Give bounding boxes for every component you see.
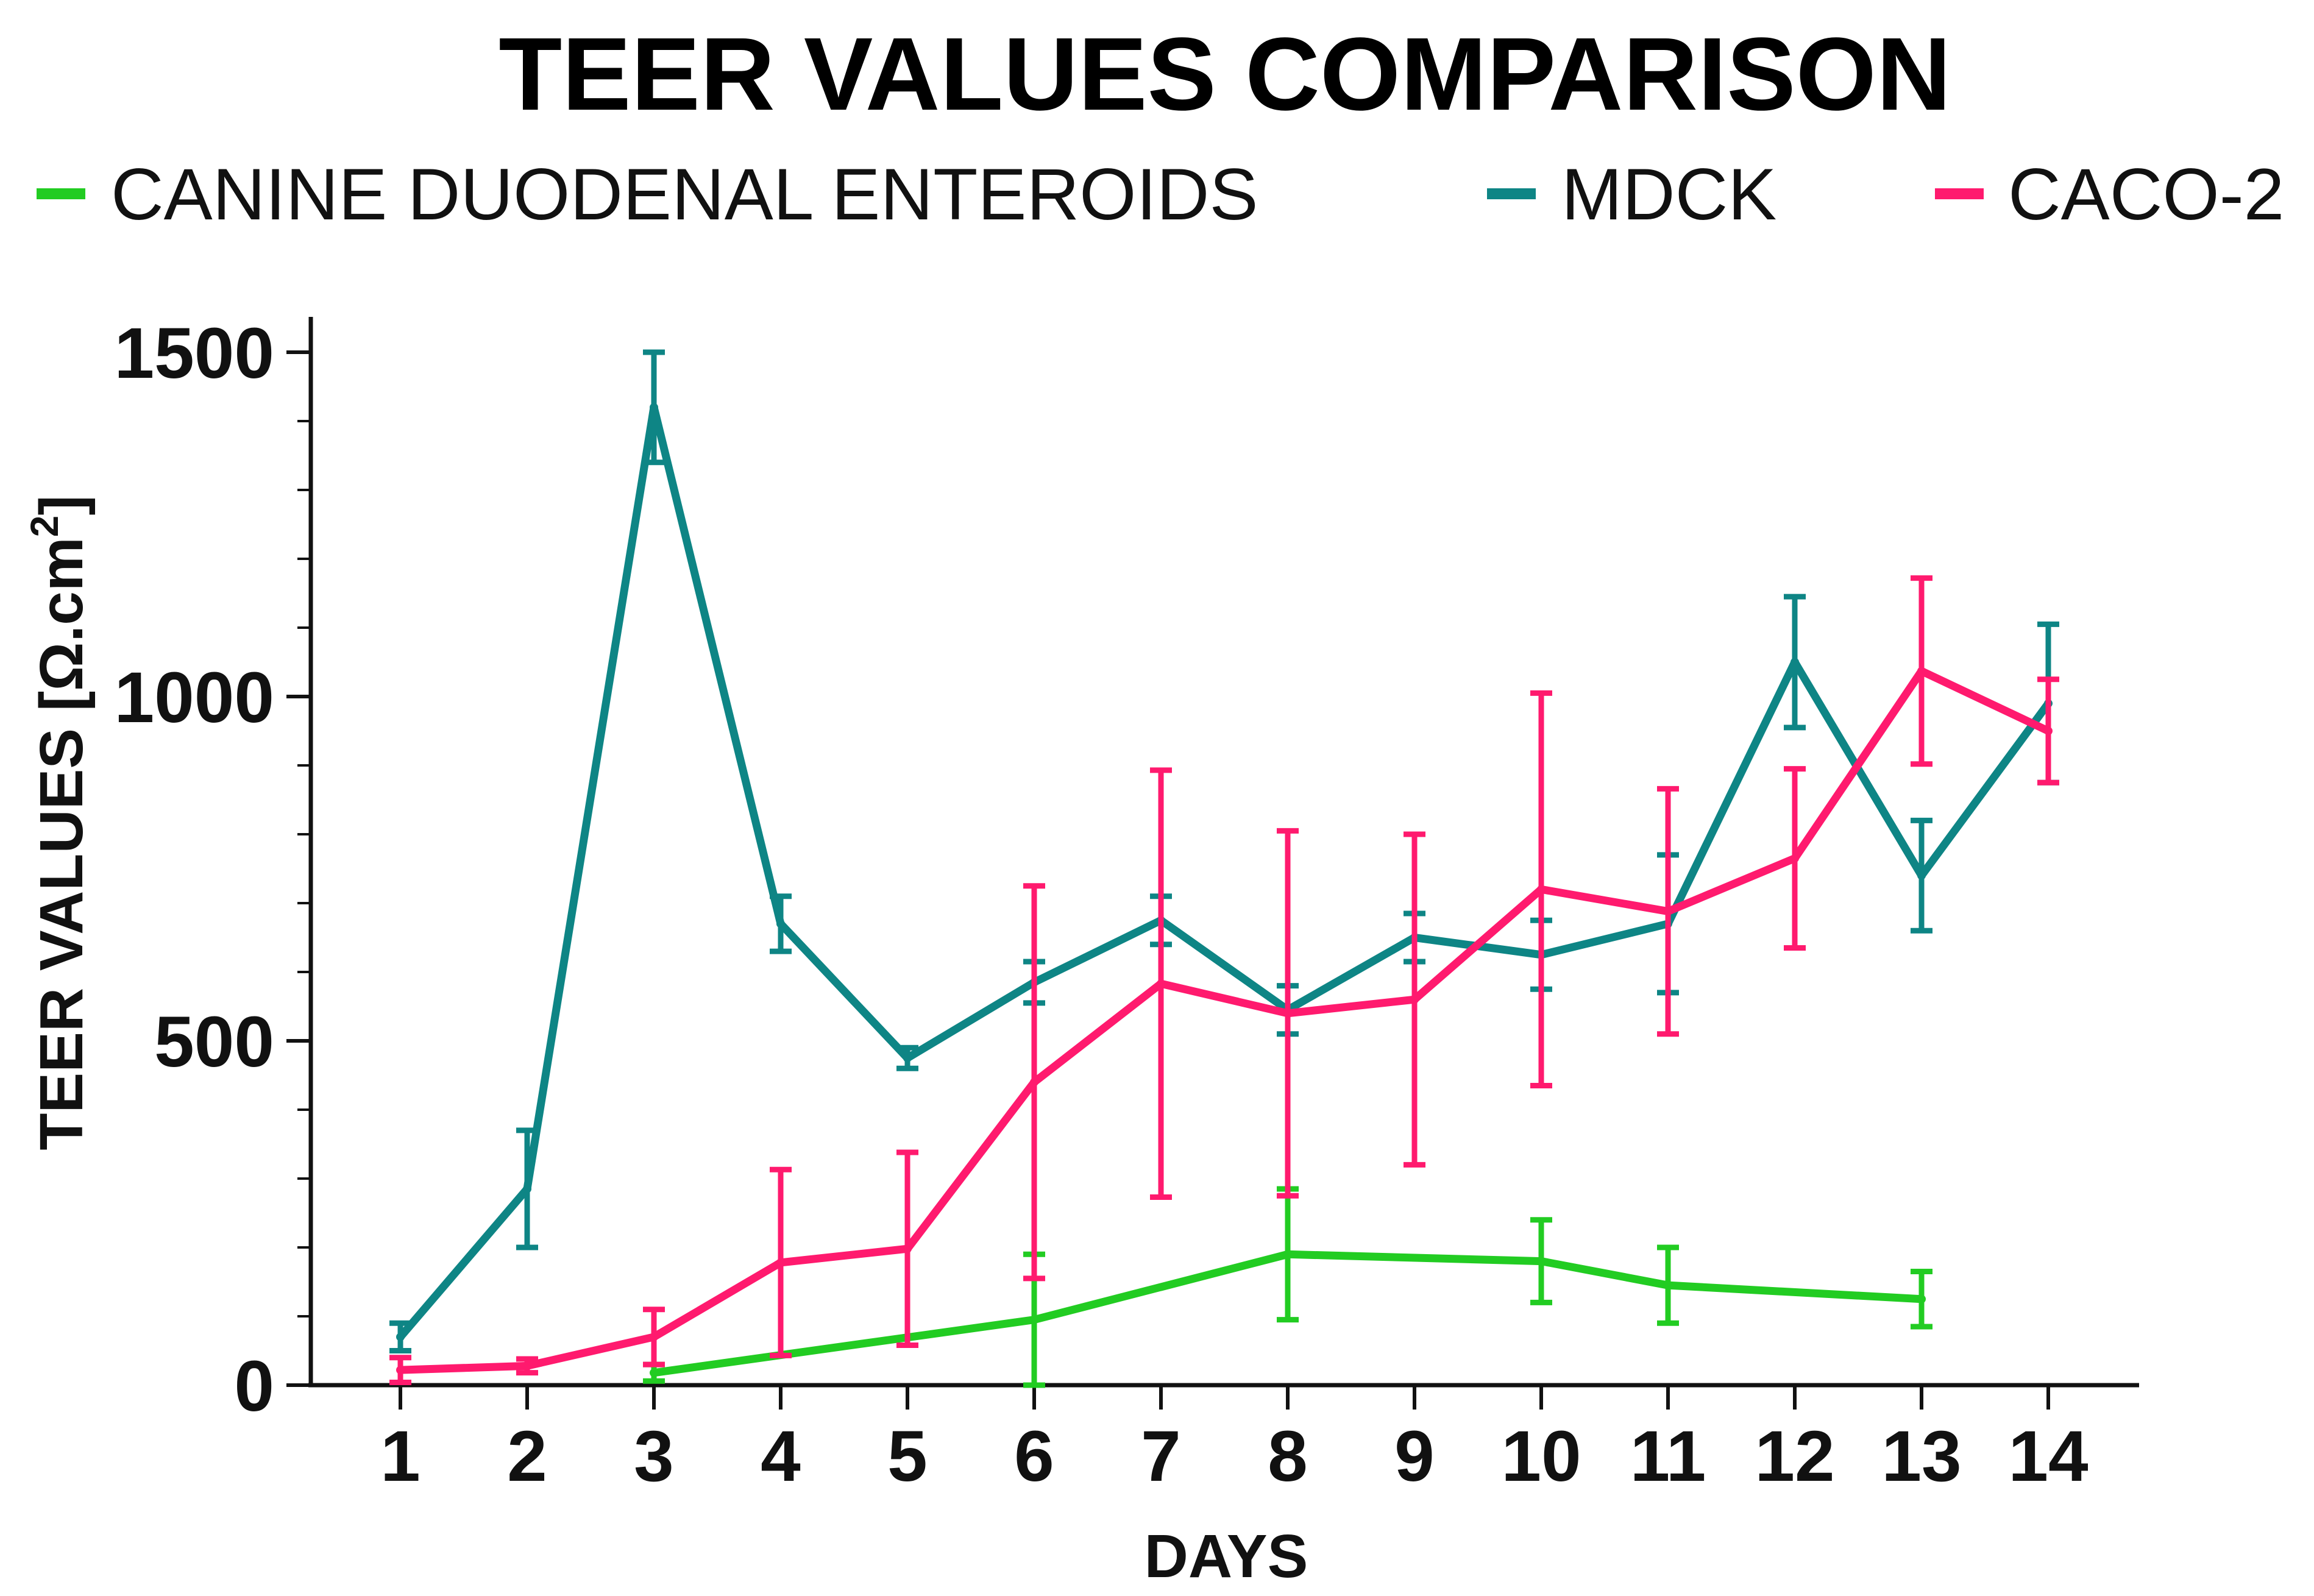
data-point-enteroids: [1283, 1250, 1292, 1259]
error-bar-caco2: [516, 1356, 538, 1376]
data-point-enteroids: [1537, 1257, 1546, 1266]
series-enteroids: [643, 1186, 1932, 1388]
x-tick-label: 14: [2008, 1416, 2088, 1497]
x-tick-label: 4: [761, 1416, 801, 1497]
y-axis-label-superscript: 2: [23, 516, 66, 537]
error-bar-mdck: [896, 1044, 918, 1071]
error-bar-caco2: [770, 1166, 792, 1358]
data-point-caco2: [776, 1258, 785, 1267]
error-bar-caco2: [1784, 766, 1806, 951]
error-bar-mdck: [643, 349, 665, 466]
data-point-mdck: [1917, 871, 1926, 880]
x-tick-label: 1: [380, 1416, 421, 1497]
error-bar-caco2: [1404, 831, 1425, 1168]
data-point-caco2: [1537, 885, 1546, 894]
error-bar-caco2: [1277, 828, 1299, 1199]
data-point-caco2: [1791, 854, 1799, 863]
error-bar-caco2: [896, 1149, 918, 1348]
error-bar-caco2: [389, 1355, 411, 1385]
x-tick-label: 10: [1501, 1416, 1581, 1497]
x-tick-label: 3: [634, 1416, 674, 1497]
series-mdck: [389, 349, 2059, 1353]
series-layer: [389, 349, 2059, 1388]
data-point-caco2: [523, 1361, 531, 1371]
x-tick-label: 5: [887, 1416, 928, 1497]
y-tick-label: 0: [234, 1346, 274, 1427]
error-bar-caco2: [1023, 883, 1045, 1282]
error-bar-caco2: [2037, 676, 2059, 786]
y-minor-ticks: [297, 420, 311, 1318]
data-point-enteroids: [1030, 1315, 1038, 1324]
error-bar-mdck: [770, 893, 792, 954]
y-axis-label: TEER VALUES [Ω.cm2]: [23, 495, 96, 1150]
data-point-enteroids: [1917, 1294, 1926, 1303]
error-bar-enteroids: [1530, 1217, 1552, 1305]
legend-label-enteroids: CANINE DUODENAL ENTEROIDS: [111, 154, 1258, 235]
x-tick-label: 11: [1630, 1416, 1706, 1497]
x-axis: 1 2 3 4 5 6 7 8 9 10 11 12 13 14 DAYS: [308, 1383, 2139, 1591]
data-point-caco2: [1030, 1077, 1038, 1087]
data-point-mdck: [523, 1184, 531, 1193]
data-point-caco2: [396, 1366, 405, 1375]
y-major-ticks: 0 500 1000 1500: [114, 313, 311, 1427]
data-point-enteroids: [650, 1368, 658, 1377]
x-tick-label: 12: [1755, 1416, 1834, 1497]
x-tick-label: 8: [1268, 1416, 1308, 1497]
series-line-caco2: [400, 665, 2050, 1374]
series-line-enteroids: [653, 1250, 1922, 1377]
y-tick-label: 1500: [114, 313, 274, 394]
data-point-caco2: [1917, 667, 1926, 676]
y-tick-label: 500: [154, 1002, 274, 1082]
legend: CANINE DUODENAL ENTEROIDS MDCK CACO-2: [37, 154, 2284, 235]
series-caco2: [389, 575, 2059, 1385]
error-bar-caco2: [1911, 575, 1932, 767]
x-tick-label: 6: [1014, 1416, 1054, 1497]
data-point-caco2: [2044, 726, 2053, 736]
x-tick-label: 2: [507, 1416, 547, 1497]
data-point-caco2: [1283, 1009, 1292, 1018]
error-bar-caco2: [1657, 786, 1679, 1037]
error-bar-mdck: [389, 1320, 411, 1353]
data-point-caco2: [1664, 907, 1672, 916]
error-bar-mdck: [1911, 817, 1932, 934]
x-tick-label: 7: [1141, 1416, 1181, 1497]
data-point-caco2: [903, 1244, 912, 1254]
data-point-mdck: [903, 1054, 912, 1063]
data-point-caco2: [1157, 979, 1165, 988]
x-tick-label: 9: [1394, 1416, 1435, 1497]
chart-title: TEER VALUES COMPARISON: [499, 16, 1951, 132]
data-point-enteroids: [1664, 1281, 1672, 1290]
data-point-mdck: [1791, 658, 1799, 667]
x-ticks: 1 2 3 4 5 6 7 8 9 10 11 12 13 14: [380, 1385, 2089, 1497]
error-bar-caco2: [643, 1307, 665, 1367]
y-axis: 0 500 1000 1500 TEER VALUES [Ω.cm2]: [23, 313, 313, 1427]
error-bar-enteroids: [1911, 1269, 1932, 1330]
series-line-mdck: [397, 406, 2052, 1340]
x-tick-label: 13: [1881, 1416, 1961, 1497]
data-point-mdck: [776, 919, 785, 928]
error-bar-caco2: [1150, 767, 1172, 1201]
error-bar-mdck: [516, 1127, 538, 1250]
data-point-caco2: [650, 1332, 658, 1341]
data-point-mdck: [650, 403, 658, 412]
x-axis-label: DAYS: [1145, 1522, 1308, 1591]
data-point-mdck: [396, 1332, 405, 1341]
y-axis-label-main: TEER VALUES [Ω.cm: [27, 537, 96, 1150]
error-bar-mdck: [1784, 594, 1806, 731]
legend-label-mdck: MDCK: [1561, 154, 1776, 235]
error-bar-enteroids: [1657, 1244, 1679, 1326]
y-axis-label-suffix: ]: [27, 495, 96, 515]
legend-label-caco2: CACO-2: [2008, 154, 2284, 235]
y-tick-label: 1000: [114, 658, 274, 738]
data-point-caco2: [1410, 995, 1419, 1004]
error-bar-caco2: [1530, 690, 1552, 1088]
